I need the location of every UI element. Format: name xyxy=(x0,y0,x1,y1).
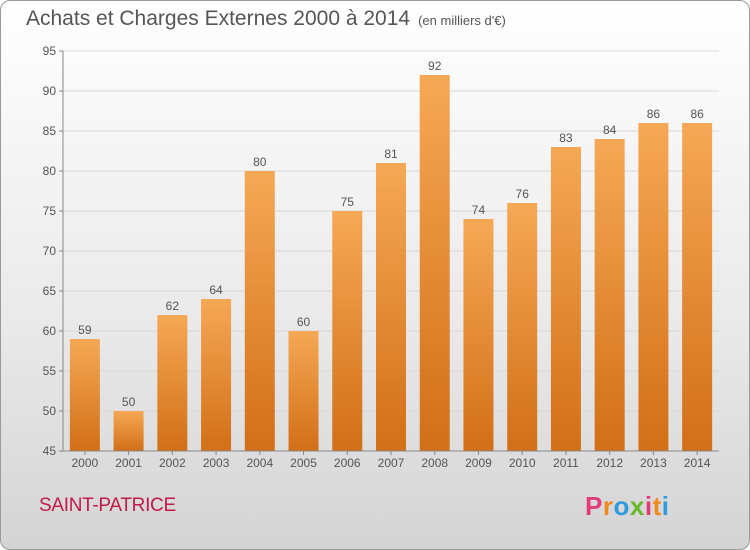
data-label: 81 xyxy=(384,147,398,161)
y-tick-label: 90 xyxy=(43,84,57,98)
data-label: 92 xyxy=(428,59,442,73)
y-tick-label: 85 xyxy=(43,124,57,138)
x-tick-label: 2003 xyxy=(203,456,230,470)
bar-2012 xyxy=(594,139,625,451)
y-tick-label: 45 xyxy=(43,444,57,458)
data-label: 64 xyxy=(209,283,223,297)
y-tick-label: 60 xyxy=(43,324,57,338)
bar-2007 xyxy=(376,163,406,451)
x-tick-label: 2012 xyxy=(596,456,623,470)
x-tick-label: 2013 xyxy=(640,456,667,470)
bar-2002 xyxy=(157,315,188,451)
x-tick-label: 2001 xyxy=(115,456,142,470)
data-label: 84 xyxy=(603,123,617,137)
y-tick-label: 70 xyxy=(43,244,57,258)
x-tick-label: 2005 xyxy=(290,456,317,470)
x-tick-label: 2011 xyxy=(553,456,579,470)
data-label: 80 xyxy=(253,155,267,169)
logo-letter: i xyxy=(661,491,670,521)
x-tick-label: 2004 xyxy=(246,456,273,470)
x-tick-label: 2007 xyxy=(378,456,405,470)
bar-2005 xyxy=(288,331,319,451)
x-tick-label: 2000 xyxy=(72,456,99,470)
x-tick-label: 2008 xyxy=(421,456,448,470)
data-label: 74 xyxy=(472,203,486,217)
chart-unit: (en milliers d'€) xyxy=(418,13,506,28)
logo-letter: i xyxy=(644,491,653,521)
chart-title: Achats et Charges Externes 2000 à 2014 (e… xyxy=(26,7,506,31)
logo-letter: x xyxy=(629,491,645,521)
data-label: 60 xyxy=(297,315,311,329)
data-label: 83 xyxy=(559,131,573,145)
chart-title-text: Achats et Charges Externes 2000 à 2014 xyxy=(26,7,411,30)
bar-2010 xyxy=(507,203,538,451)
bar-2001 xyxy=(113,411,144,451)
x-tick-label: 2006 xyxy=(334,456,361,470)
bar-2009 xyxy=(463,219,494,451)
bar-2004 xyxy=(244,171,275,451)
y-tick-label: 80 xyxy=(43,164,57,178)
logo-letter: o xyxy=(613,491,630,521)
bar-2006 xyxy=(332,211,363,451)
data-label: 62 xyxy=(166,299,180,313)
data-label: 86 xyxy=(647,107,661,121)
data-label: 75 xyxy=(341,195,355,209)
x-tick-label: 2002 xyxy=(159,456,186,470)
bar-2011 xyxy=(550,147,581,451)
bar-2000 xyxy=(69,339,100,451)
logo-letter: P xyxy=(585,491,603,521)
bar-2003 xyxy=(201,299,232,451)
commune-name: SAINT-PATRICE xyxy=(39,495,176,516)
bar-2013 xyxy=(638,123,669,451)
x-tick-label: 2010 xyxy=(509,456,536,470)
bar-2008 xyxy=(419,75,450,451)
data-label: 76 xyxy=(516,187,530,201)
data-label: 86 xyxy=(690,107,704,121)
logo-letter: t xyxy=(652,491,662,521)
y-tick-label: 75 xyxy=(43,204,57,218)
y-tick-label: 50 xyxy=(43,404,57,418)
y-tick-label: 95 xyxy=(43,44,57,58)
logo-letter: r xyxy=(602,491,614,521)
bar-2014 xyxy=(682,123,713,451)
y-tick-label: 65 xyxy=(43,284,57,298)
x-tick-label: 2009 xyxy=(465,456,492,470)
data-label: 50 xyxy=(122,395,136,409)
data-label: 59 xyxy=(78,323,92,337)
x-tick-label: 2014 xyxy=(684,456,711,470)
proxiti-logo[interactable]: Proxiti xyxy=(585,491,669,522)
y-tick-label: 55 xyxy=(43,364,57,378)
